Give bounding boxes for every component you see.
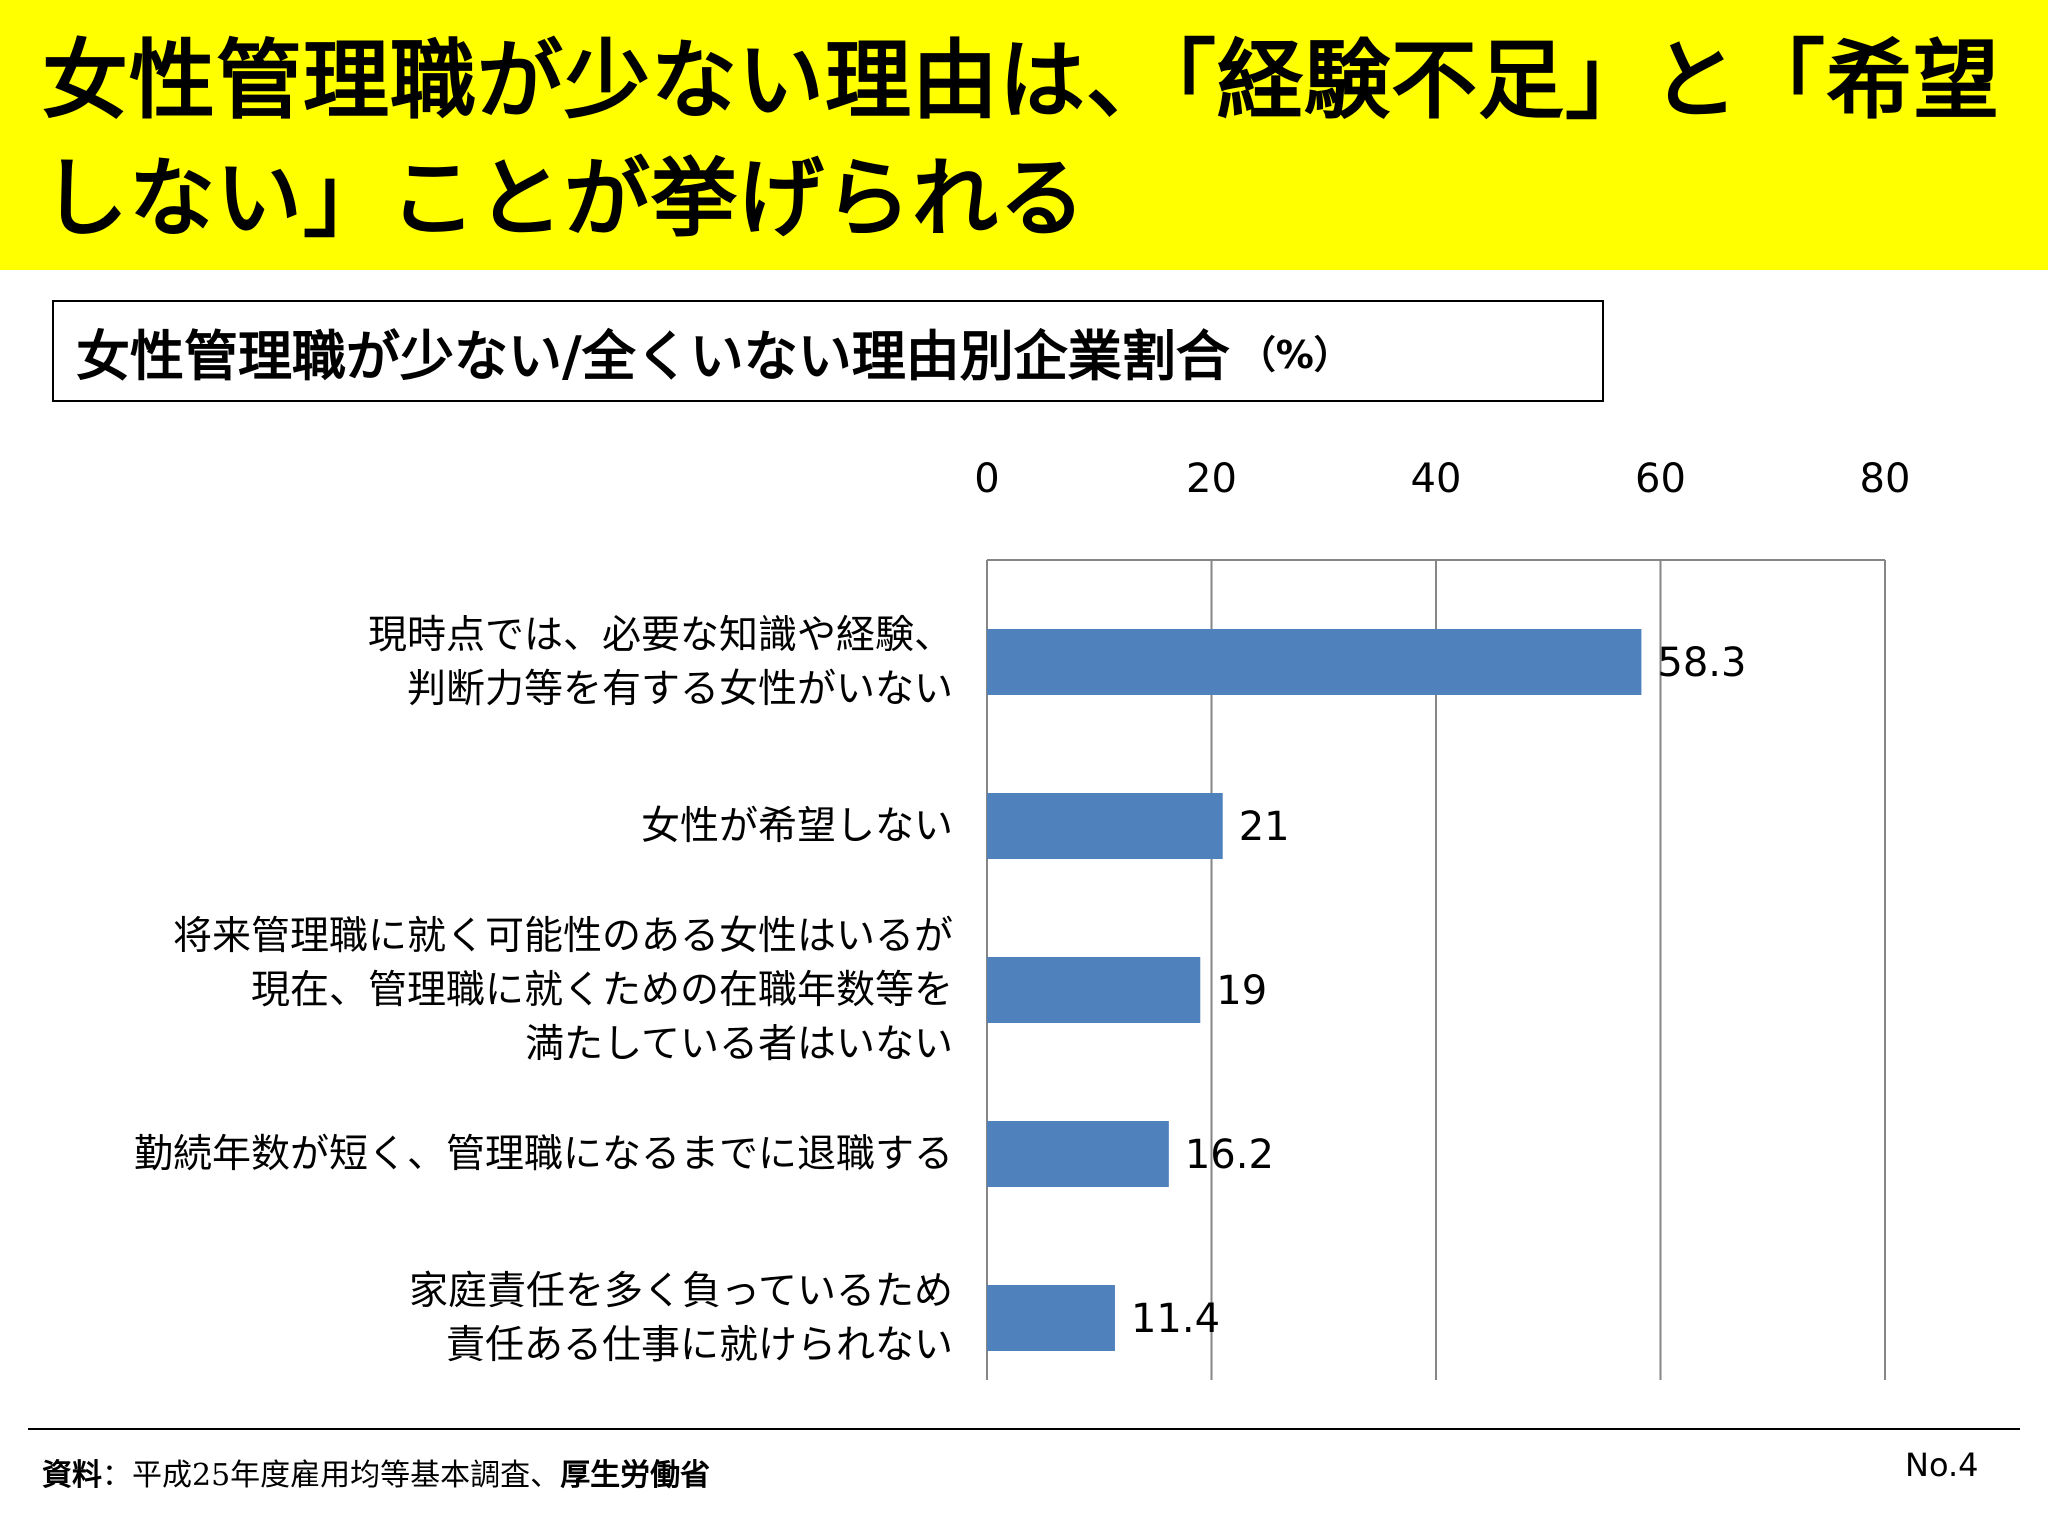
bar [987,1285,1115,1351]
category-label-line: 現時点では、必要な知識や経験、 [368,613,953,658]
chart-subtitle-box: 女性管理職が少ない/全くいない理由別企業割合 （%） [52,300,1604,402]
footer-divider [28,1428,2020,1430]
x-tick-label: 80 [1860,456,1911,502]
category-label-line: 責任ある仕事に就けられない [446,1323,953,1368]
bars [987,629,1642,1351]
chart-unit: （%） [1237,332,1352,377]
value-label: 58.3 [1657,640,1746,686]
value-label: 16.2 [1185,1132,1274,1178]
source-note: 資料：平成25年度雇用均等基本調査、厚生労働省 [42,1450,710,1494]
x-tick-label: 40 [1411,456,1462,502]
x-tick-label: 0 [974,456,999,502]
source-publisher: 厚生労働省 [560,1458,711,1493]
value-label: 11.4 [1131,1296,1220,1342]
source-label: 資料 [42,1458,102,1493]
grid-lines [986,559,1886,1380]
page-number: No.4 [1905,1446,1979,1484]
bar-chart: 0 20 40 60 80 58.3 21 19 16.2 11.4 現時点では、必要な知識や経… [134,456,1910,1380]
category-label-line: 現在、管理職に就くための在職年数等を [251,968,953,1013]
chart-subtitle: 女性管理職が少ない/全くいない理由別企業割合 [76,324,1230,388]
category-label-line: 満たしている者はいない [525,1022,953,1067]
source-separator: ： [102,1458,132,1493]
bar [987,793,1223,859]
value-labels: 58.3 21 19 16.2 11.4 [1131,640,1747,1342]
category-label-line: 女性が希望しない [641,804,953,849]
bar [987,1121,1169,1187]
title-bar: 女性管理職が少ない理由は、「経験不足」と「希望しない」ことが挙げられる [0,0,2048,270]
category-label-line: 勤続年数が短く、管理職になるまでに退職する [134,1132,953,1177]
x-tick-label: 60 [1635,456,1686,502]
x-axis-ticks: 0 20 40 60 80 [974,456,1910,502]
category-label: 将来管理職に就く可能性のある女性はいるが現在、管理職に就くための在職年数等を満た… [173,914,953,1067]
category-label: 女性が希望しない [641,804,953,849]
source-text: 平成25年度雇用均等基本調査、 [132,1458,561,1493]
category-label-line: 判断力等を有する女性がいない [407,667,953,712]
category-label: 家庭責任を多く負っているため責任ある仕事に就けられない [409,1269,953,1368]
x-tick-label: 20 [1186,456,1237,502]
slide-title: 女性管理職が少ない理由は、「経験不足」と「希望しない」ことが挙げられる [42,31,2000,249]
category-labels: 現時点では、必要な知識や経験、判断力等を有する女性がいない女性が希望しない将来管… [134,613,953,1368]
category-label-line: 家庭責任を多く負っているため [409,1269,953,1314]
bar [987,957,1201,1023]
value-label: 19 [1216,968,1267,1014]
category-label: 勤続年数が短く、管理職になるまでに退職する [134,1132,953,1177]
value-label: 21 [1239,804,1290,850]
category-label-line: 将来管理職に就く可能性のある女性はいるが [173,914,953,959]
bar [987,629,1642,695]
category-label: 現時点では、必要な知識や経験、判断力等を有する女性がいない [368,613,953,712]
